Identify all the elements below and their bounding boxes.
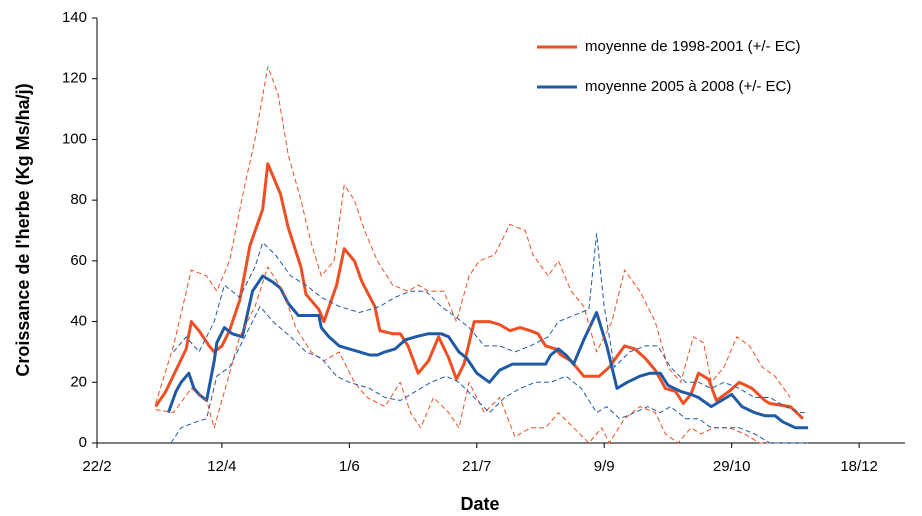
error-line: [155, 266, 781, 444]
y-tick-label: 80: [70, 191, 87, 208]
y-tick-label: 20: [70, 373, 87, 390]
series-line: [154, 162, 805, 420]
y-tick-label: 40: [70, 313, 87, 330]
x-tick-label: 29/10: [713, 458, 751, 475]
y-tick-label: 60: [70, 252, 87, 269]
y-tick-label: 120: [62, 70, 87, 87]
x-tick-label: 18/12: [840, 458, 878, 475]
x-tick-label: 22/2: [82, 458, 111, 475]
y-tick-label: 100: [62, 130, 87, 147]
x-axis-label: Date: [460, 494, 499, 514]
y-tick-label: 140: [62, 9, 87, 26]
legend-label: moyenne de 1998-2001 (+/- EC): [585, 38, 801, 55]
x-tick-label: 21/7: [462, 458, 491, 475]
legend-label: moyenne 2005 à 2008 (+/- EC): [585, 78, 791, 95]
error-line: [170, 305, 809, 444]
y-tick-label: 0: [79, 434, 87, 451]
error-line: [155, 66, 791, 404]
y-axis-label: Croissance de l'herbe (Kg Ms/ha/j): [13, 83, 33, 376]
x-tick-label: 1/6: [339, 458, 360, 475]
x-tick-label: 9/9: [594, 458, 615, 475]
x-tick-label: 12/4: [207, 458, 236, 475]
series-line: [166, 274, 809, 430]
